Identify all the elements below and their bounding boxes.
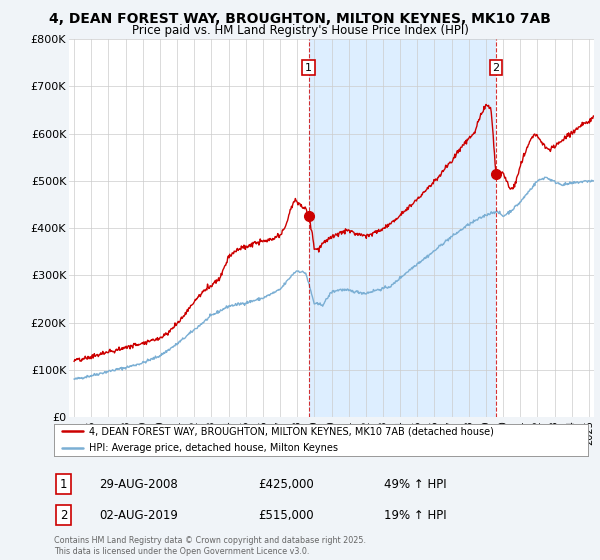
Text: 02-AUG-2019: 02-AUG-2019 xyxy=(99,508,178,522)
Text: HPI: Average price, detached house, Milton Keynes: HPI: Average price, detached house, Milt… xyxy=(89,444,338,453)
Text: Price paid vs. HM Land Registry's House Price Index (HPI): Price paid vs. HM Land Registry's House … xyxy=(131,24,469,36)
Text: 29-AUG-2008: 29-AUG-2008 xyxy=(99,478,178,491)
Bar xyxy=(308,39,496,417)
Text: £515,000: £515,000 xyxy=(258,508,314,522)
Text: 4, DEAN FOREST WAY, BROUGHTON, MILTON KEYNES, MK10 7AB: 4, DEAN FOREST WAY, BROUGHTON, MILTON KE… xyxy=(49,12,551,26)
Text: 1: 1 xyxy=(305,63,312,73)
Text: 1: 1 xyxy=(60,478,67,491)
Text: 2: 2 xyxy=(60,508,67,522)
Text: Contains HM Land Registry data © Crown copyright and database right 2025.
This d: Contains HM Land Registry data © Crown c… xyxy=(54,536,366,556)
Text: £425,000: £425,000 xyxy=(258,478,314,491)
Text: 49% ↑ HPI: 49% ↑ HPI xyxy=(384,478,446,491)
Text: 2: 2 xyxy=(493,63,499,73)
Text: 4, DEAN FOREST WAY, BROUGHTON, MILTON KEYNES, MK10 7AB (detached house): 4, DEAN FOREST WAY, BROUGHTON, MILTON KE… xyxy=(89,426,494,436)
Text: 19% ↑ HPI: 19% ↑ HPI xyxy=(384,508,446,522)
